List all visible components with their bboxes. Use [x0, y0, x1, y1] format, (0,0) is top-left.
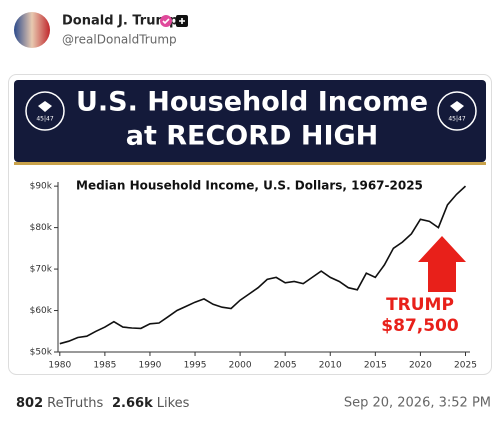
- y-tick-label: $80k: [30, 223, 53, 233]
- x-tick-label: 1985: [93, 361, 116, 371]
- banner-title: at RECORD HIGH: [126, 121, 379, 152]
- arrow: [418, 236, 466, 292]
- verified-check: [162, 18, 170, 25]
- y-tick-label: $70k: [30, 265, 53, 275]
- likes-label: Likes: [157, 396, 190, 411]
- handle[interactable]: @realDonaldTrump: [62, 33, 177, 47]
- seal-text: 45|47: [36, 116, 53, 123]
- banner: [14, 80, 486, 162]
- y-tick-label: $50k: [30, 348, 53, 358]
- annotation: TRUMP: [386, 295, 454, 315]
- plus-icon: [179, 18, 185, 24]
- chart: Median Household Income, U.S. Dollars, 1…: [30, 179, 477, 371]
- x-tick-label: 2000: [229, 361, 252, 371]
- banner-title: U.S. Household Income: [76, 87, 428, 118]
- y-tick-label: $90k: [30, 182, 53, 192]
- y-tick-label: $60k: [30, 306, 53, 316]
- line: [59, 185, 467, 345]
- seal-eagle: [450, 101, 464, 112]
- x-tick-label: 2005: [274, 361, 297, 371]
- x-tick-label: 1990: [139, 361, 162, 371]
- x-tick-label: 1995: [184, 361, 207, 371]
- x-tick-label: 1980: [48, 361, 71, 371]
- seal-text: 45|47: [448, 116, 465, 123]
- likes-count: 2.66k: [112, 396, 153, 411]
- seal-eagle: [38, 101, 52, 112]
- likes[interactable]: 2.66k Likes: [112, 396, 190, 411]
- x-tick-label: 2025: [454, 361, 477, 371]
- chart-title: Median Household Income, U.S. Dollars, 1…: [76, 179, 423, 193]
- author[interactable]: Donald J. Trump: [62, 14, 178, 29]
- avatar[interactable]: [14, 12, 50, 48]
- retruths[interactable]: 802 ReTruths: [16, 396, 104, 411]
- timestamp[interactable]: Sep 20, 2026, 3:52 PM: [344, 396, 491, 411]
- annotation: $87,500: [381, 316, 459, 336]
- x-tick-label: 2020: [409, 361, 432, 371]
- retruths-label: ReTruths: [47, 396, 103, 411]
- banner-stripe: [14, 162, 486, 165]
- x-tick-label: 2015: [364, 361, 387, 371]
- x-tick-label: 2010: [319, 361, 342, 371]
- retruths-count: 802: [16, 396, 43, 411]
